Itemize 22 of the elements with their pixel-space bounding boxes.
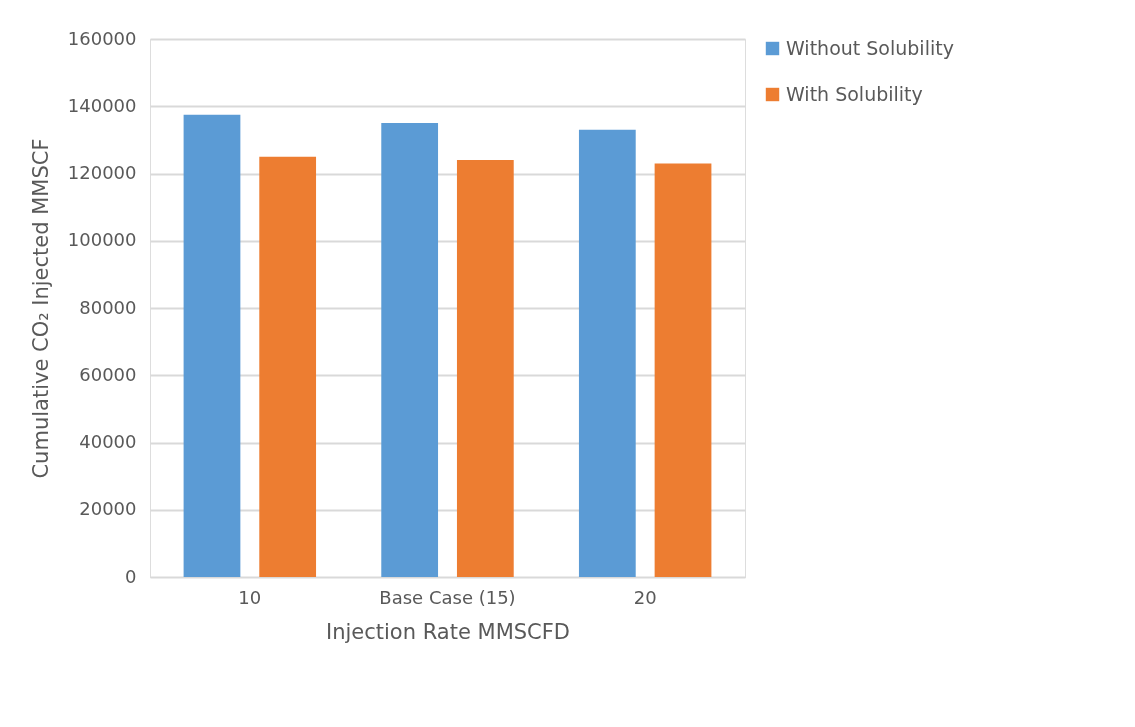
y-tick-label: 0 — [125, 565, 137, 587]
y-tick-label: 20000 — [79, 498, 137, 520]
y-tick-label: 160000 — [67, 27, 137, 49]
y-tick-label: 120000 — [67, 162, 137, 183]
y-tick-label: 140000 — [67, 94, 137, 116]
y-tick-label: 80000 — [79, 296, 137, 318]
bar — [456, 160, 514, 577]
x-tick-label: Base Case (15) — [379, 586, 516, 608]
bar — [183, 114, 241, 577]
bar — [381, 123, 439, 577]
bar — [654, 163, 712, 577]
bar — [259, 156, 317, 577]
x-tick-label: 10 — [238, 586, 262, 608]
y-tick-label: 60000 — [79, 363, 137, 385]
y-axis-title: Cumulative CO₂ Injected MMSCF — [28, 138, 53, 479]
bar — [578, 129, 636, 577]
x-axis-title: Injection Rate MMSCFD — [325, 619, 571, 644]
y-tick-label: 100000 — [67, 229, 137, 251]
y-tick-label: 40000 — [79, 431, 137, 452]
legend-label: With Solubility — [786, 82, 923, 105]
x-tick-label: 20 — [633, 586, 657, 608]
legend-label: Without Solubility — [786, 36, 954, 59]
